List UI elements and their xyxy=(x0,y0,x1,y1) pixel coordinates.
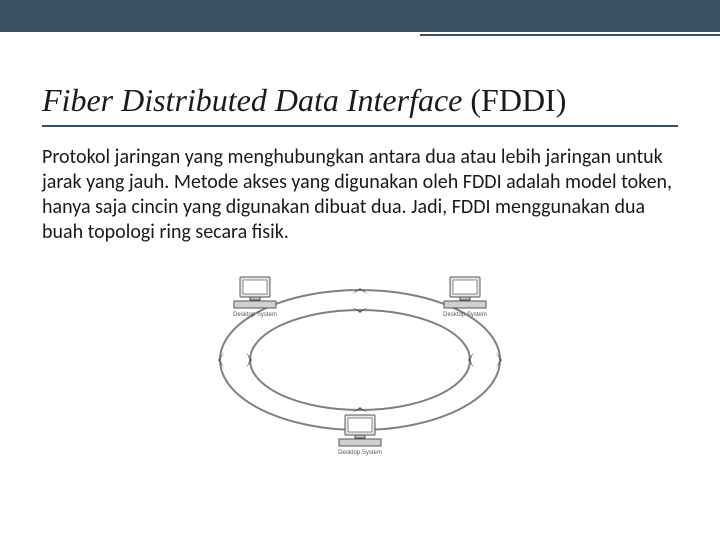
network-node: Desktop System xyxy=(325,413,395,456)
header-accent-line-2 xyxy=(420,34,720,36)
title-regular: (FDDI) xyxy=(462,82,566,118)
fddi-diagram: Desktop System Desktop System Desktop Sy… xyxy=(200,265,520,455)
desktop-icon xyxy=(337,413,383,449)
desktop-icon xyxy=(232,275,278,311)
node-label: Desktop System xyxy=(220,312,290,318)
inner-ring xyxy=(250,310,470,410)
title-italic: Fiber Distributed Data Interface xyxy=(42,82,462,118)
network-node: Desktop System xyxy=(430,275,500,318)
node-label: Desktop System xyxy=(325,450,395,456)
node-label: Desktop System xyxy=(430,312,500,318)
slide-content: Fiber Distributed Data Interface (FDDI) … xyxy=(0,32,720,455)
desktop-icon xyxy=(442,275,488,311)
network-node: Desktop System xyxy=(220,275,290,318)
body-paragraph: Protokol jaringan yang menghubungkan ant… xyxy=(42,145,678,245)
title-underline xyxy=(42,125,678,127)
slide-title: Fiber Distributed Data Interface (FDDI) xyxy=(42,82,678,119)
header-accent-line-1 xyxy=(300,28,720,30)
